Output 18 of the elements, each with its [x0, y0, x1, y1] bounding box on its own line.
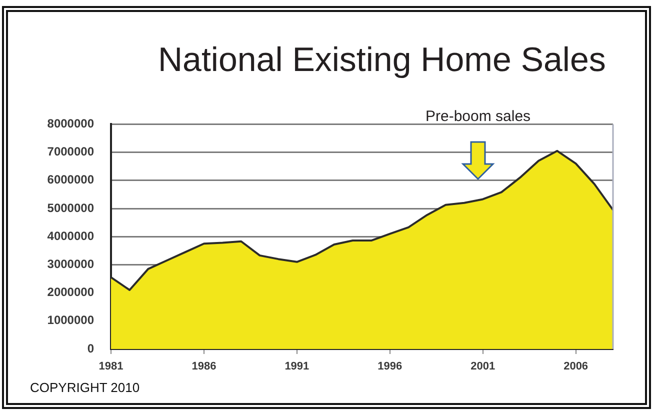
y-tick-label: 8000000 [47, 116, 94, 131]
x-tick-label: 2001 [470, 360, 496, 373]
y-tick-label: 0 [87, 341, 94, 356]
y-tick-label: 5000000 [47, 200, 94, 215]
y-tick-label: 6000000 [47, 172, 94, 187]
x-tick-label: 1991 [284, 360, 310, 373]
x-tick-label: 1986 [192, 360, 216, 373]
y-tick-label: 2000000 [47, 285, 94, 300]
x-tick-label: 1981 [98, 360, 124, 373]
x-tick-label: 1996 [378, 360, 402, 373]
annotation: Pre-boom sales [426, 108, 531, 125]
x-tick-label: 2006 [564, 360, 588, 373]
text: COPYRIGHT 2010 [30, 380, 140, 395]
y-tick-label: 3000000 [47, 257, 94, 272]
y-tick-label: 4000000 [47, 228, 94, 243]
chart-title: National Existing Home Sales [158, 40, 606, 80]
y-tick-label: 7000000 [47, 144, 94, 159]
y-tick-label: 1000000 [47, 313, 94, 328]
